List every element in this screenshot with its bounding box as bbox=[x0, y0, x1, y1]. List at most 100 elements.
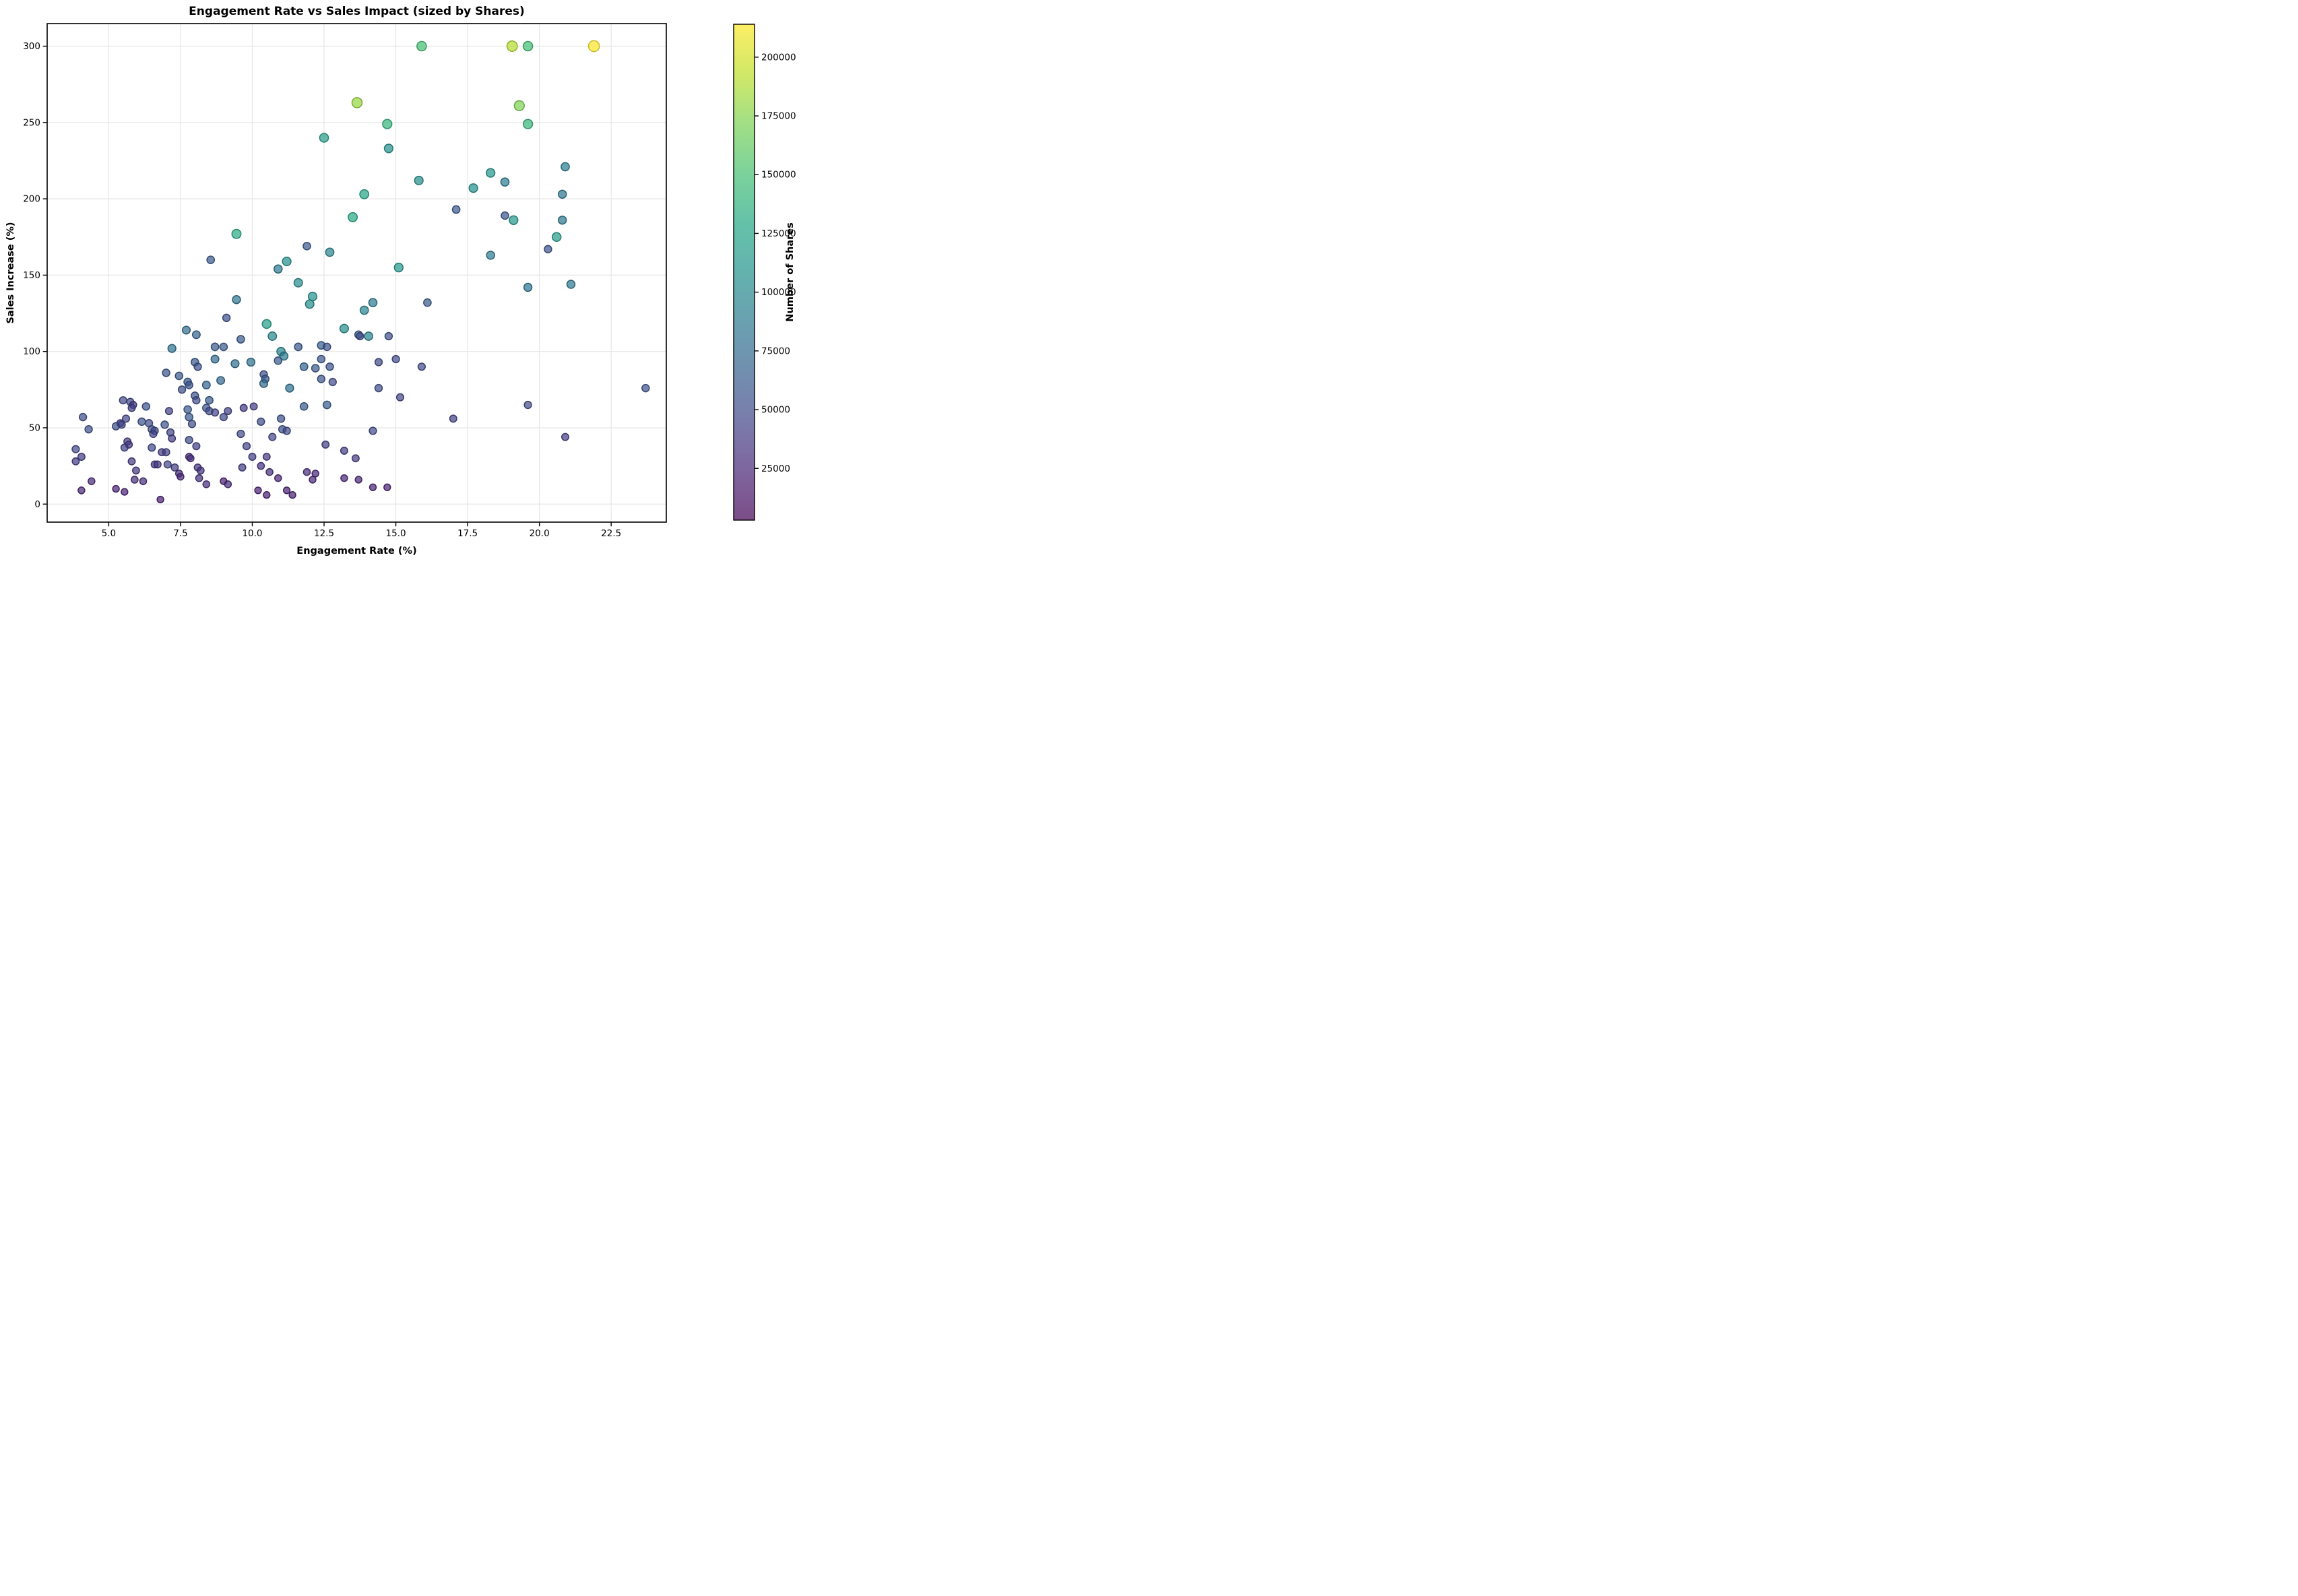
scatter-point bbox=[257, 417, 265, 426]
scatter-point bbox=[299, 402, 309, 411]
x-axis-title: Engagement Rate (%) bbox=[296, 546, 417, 556]
scatter-point bbox=[544, 245, 552, 254]
scatter-point bbox=[274, 356, 283, 365]
figure: 5.0 7.5 10.0 12.5 15.0 17.5 20.0 22.5 0 50 100 150 2… bbox=[0, 0, 808, 561]
scatter-point bbox=[348, 212, 358, 222]
scatter-point bbox=[177, 472, 185, 481]
scatter-point bbox=[141, 402, 151, 411]
scatter-point bbox=[279, 351, 289, 361]
scatter-point bbox=[501, 211, 509, 220]
y-tick-label: 300 bbox=[23, 41, 40, 52]
scatter-point bbox=[127, 457, 136, 466]
scatter-point bbox=[369, 426, 377, 435]
scatter-point bbox=[177, 385, 187, 394]
scatter-point bbox=[641, 383, 650, 393]
scatter-point bbox=[249, 402, 258, 411]
scatter-point bbox=[282, 486, 291, 494]
scatter-point bbox=[201, 381, 211, 389]
scatter-point bbox=[302, 241, 311, 251]
scatter-point bbox=[566, 280, 576, 289]
scatter-point bbox=[417, 362, 426, 371]
scatter-point bbox=[230, 359, 240, 369]
scatter-point bbox=[317, 375, 326, 383]
scatter-point bbox=[191, 330, 201, 340]
scatter-point bbox=[340, 474, 348, 482]
scatter-point bbox=[561, 433, 569, 441]
scatter-point bbox=[468, 183, 478, 193]
x-tick-label: 20.0 bbox=[530, 528, 550, 539]
scatter-point bbox=[323, 342, 331, 352]
scatter-point bbox=[302, 468, 311, 476]
scatter-point bbox=[257, 461, 265, 470]
scatter-point bbox=[132, 466, 140, 475]
scatter-point bbox=[163, 460, 172, 469]
scatter-point bbox=[78, 412, 88, 422]
scatter-point bbox=[185, 381, 193, 389]
scatter-point bbox=[192, 442, 201, 451]
scatter-point bbox=[238, 463, 247, 472]
scatter-point bbox=[557, 216, 567, 225]
scatter-point bbox=[325, 247, 335, 257]
scatter-point bbox=[523, 400, 532, 410]
scatter-point bbox=[120, 443, 129, 452]
scatter-point bbox=[192, 396, 201, 405]
scatter-point bbox=[195, 474, 203, 482]
scatter-point bbox=[486, 168, 496, 178]
scatter-point bbox=[369, 483, 377, 491]
x-tick-label: 7.5 bbox=[173, 528, 187, 539]
scatter-point bbox=[236, 429, 245, 439]
scatter-point bbox=[294, 342, 303, 352]
scatter-point bbox=[364, 331, 373, 341]
scatter-point bbox=[339, 323, 349, 333]
scatter-point bbox=[211, 408, 220, 417]
scatter-point bbox=[354, 476, 362, 484]
scatter-point bbox=[71, 457, 80, 466]
scatter-point bbox=[239, 404, 248, 412]
scatter-point bbox=[274, 264, 283, 274]
scatter-point bbox=[317, 354, 326, 364]
scatter-point bbox=[374, 358, 383, 366]
x-tick-label: 17.5 bbox=[457, 528, 478, 539]
scatter-point bbox=[383, 143, 394, 154]
scatter-point bbox=[261, 319, 272, 329]
scatter-point bbox=[322, 400, 331, 410]
scatter-point bbox=[340, 447, 348, 455]
scatter-point bbox=[148, 443, 156, 452]
scatter-point bbox=[263, 491, 271, 499]
scatter-point bbox=[285, 383, 294, 393]
colorbar-title: Number of Shares bbox=[785, 222, 796, 322]
scatter-point bbox=[236, 335, 245, 344]
scatter-point bbox=[321, 440, 330, 449]
scatter-point bbox=[500, 177, 510, 187]
scatter-point bbox=[282, 426, 291, 435]
colorbar-tick-label: 25000 bbox=[761, 464, 790, 474]
x-tick-label: 12.5 bbox=[314, 528, 334, 539]
scatter-point bbox=[561, 162, 570, 172]
scatter-point bbox=[231, 228, 242, 239]
scatter-point bbox=[359, 305, 369, 315]
y-tick-label: 50 bbox=[29, 422, 40, 433]
scatter-point bbox=[305, 299, 315, 309]
y-tick-label: 150 bbox=[23, 270, 40, 281]
scatter-point bbox=[242, 442, 251, 451]
scatter-point bbox=[210, 342, 220, 352]
scatter-point bbox=[391, 354, 400, 364]
scatter-point bbox=[299, 362, 309, 371]
scatter-point bbox=[224, 407, 232, 416]
scatter-point bbox=[77, 453, 86, 461]
y-tick-label: 200 bbox=[23, 194, 40, 205]
x-tick-label: 15.0 bbox=[386, 528, 406, 539]
x-tick-label: 22.5 bbox=[601, 528, 621, 539]
y-tick-label: 0 bbox=[34, 499, 40, 510]
scatter-point bbox=[293, 278, 303, 288]
scatter-plot-canvas: 5.0 7.5 10.0 12.5 15.0 17.5 20.0 22.5 0 50 100 150 2… bbox=[23, 23, 796, 539]
colorbar-tick-label: 175000 bbox=[761, 111, 796, 122]
scatter-point bbox=[205, 395, 214, 405]
scatter-point bbox=[193, 362, 202, 371]
scatter-point bbox=[311, 470, 319, 478]
scatter-point bbox=[121, 488, 129, 496]
colorbar-border bbox=[733, 24, 755, 521]
colorbar-tick-label: 50000 bbox=[761, 405, 790, 416]
scatter-point bbox=[224, 480, 232, 488]
colorbar-tick-label: 150000 bbox=[761, 170, 796, 181]
